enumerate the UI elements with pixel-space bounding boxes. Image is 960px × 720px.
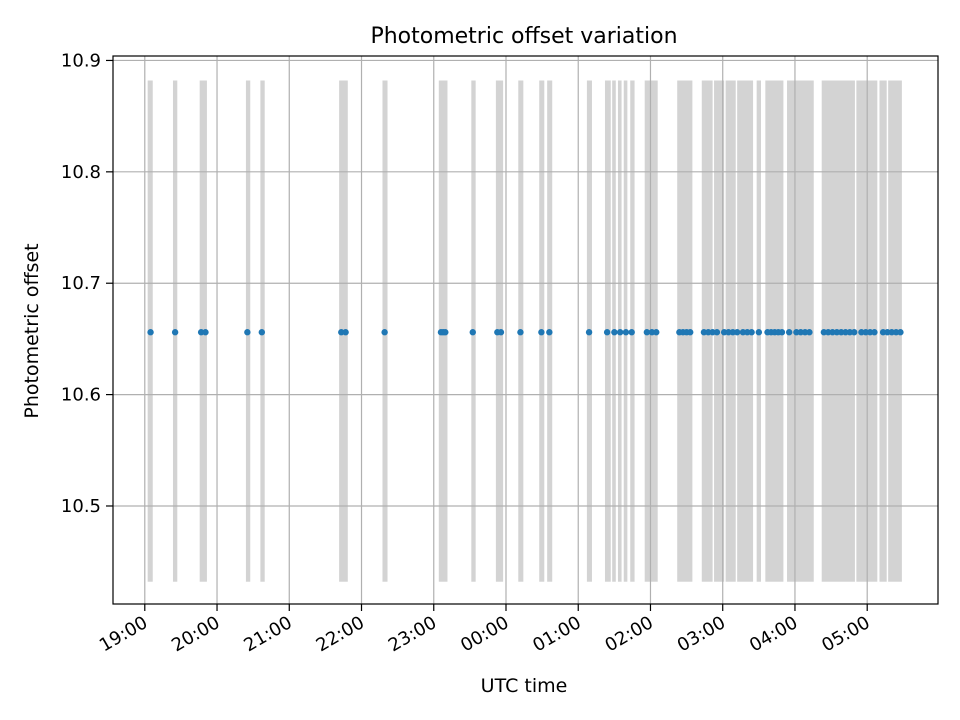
- data-point: [643, 329, 651, 336]
- data-point: [517, 329, 524, 336]
- data-point: [755, 329, 763, 336]
- data-point: [585, 329, 593, 336]
- data-point: [897, 329, 904, 336]
- x-axis-label: UTC time: [481, 675, 568, 697]
- data-point: [258, 329, 266, 336]
- data-point: [713, 329, 721, 336]
- data-point: [546, 329, 553, 336]
- data-point: [497, 329, 505, 336]
- data-point: [202, 329, 209, 336]
- data-point: [147, 329, 154, 336]
- y-axis-label: Photometric offset: [21, 243, 43, 418]
- data-point: [778, 329, 786, 336]
- data-point: [850, 329, 858, 336]
- y-tick-label: 10.9: [61, 50, 101, 71]
- data-point: [687, 329, 694, 336]
- data-point: [442, 329, 449, 336]
- chart-title: Photometric offset variation: [370, 24, 677, 49]
- data-point: [748, 329, 755, 336]
- y-tick-label: 10.7: [61, 273, 101, 294]
- y-tick-label: 10.5: [61, 496, 101, 517]
- data-point: [733, 329, 741, 336]
- data-point: [538, 329, 545, 336]
- data-point: [653, 329, 660, 336]
- data-point: [785, 329, 793, 336]
- data-point: [171, 329, 179, 336]
- y-axis: 10.5 10.6 10.7 10.8 10.9: [61, 50, 113, 517]
- data-point: [342, 329, 349, 336]
- data-point: [871, 329, 878, 336]
- data-point: [244, 329, 251, 336]
- points-layer: [147, 329, 904, 336]
- data-point: [806, 329, 813, 336]
- data-point: [616, 329, 624, 336]
- data-point: [628, 329, 635, 336]
- y-tick-label: 10.6: [61, 385, 101, 406]
- data-point: [611, 329, 618, 336]
- data-point: [603, 329, 611, 336]
- data-point: [622, 329, 630, 336]
- data-point: [469, 329, 476, 336]
- data-point: [381, 329, 388, 336]
- y-tick-label: 10.8: [61, 162, 101, 183]
- plot-area-frame: [112, 55, 939, 605]
